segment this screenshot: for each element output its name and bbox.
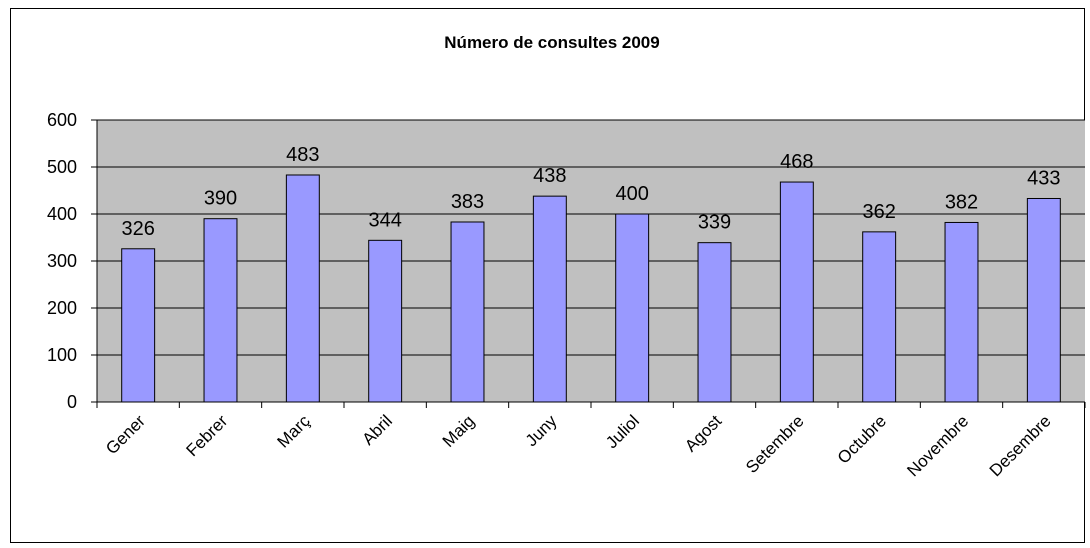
data-label: 400 xyxy=(615,183,648,205)
x-tick-label: Octubre xyxy=(834,411,890,467)
chart-title: Número de consultes 2009 xyxy=(444,33,659,52)
data-label: 483 xyxy=(286,144,319,166)
bar xyxy=(779,181,814,403)
y-tick-label: 400 xyxy=(47,204,77,224)
data-label: 344 xyxy=(368,209,401,231)
bar xyxy=(862,231,897,403)
data-labels: 326 390 483 344 383 438 400 339 468 362 382 433 xyxy=(121,144,1060,240)
y-tick-label: 600 xyxy=(47,110,77,130)
y-tick-label: 300 xyxy=(47,251,77,271)
x-tick-label: Gener xyxy=(102,411,149,458)
bar xyxy=(368,239,403,403)
data-label: 326 xyxy=(121,218,154,240)
bars xyxy=(121,174,1061,403)
bar xyxy=(450,221,485,403)
x-tick-label: Maig xyxy=(439,411,478,450)
bar xyxy=(121,248,156,403)
data-label: 468 xyxy=(780,151,813,173)
bar xyxy=(615,213,650,403)
x-tick-label: Novembre xyxy=(903,411,972,480)
bar xyxy=(697,242,732,403)
x-tick-label: Març xyxy=(274,411,315,452)
bar xyxy=(532,195,567,403)
x-tick-label: Agost xyxy=(681,411,725,455)
x-tick-label: Juny xyxy=(522,411,561,450)
data-label: 339 xyxy=(698,212,731,234)
bar xyxy=(285,174,320,403)
x-tick-label: Febrer xyxy=(182,411,231,460)
x-tick-label: Setembre xyxy=(742,411,808,477)
bar xyxy=(203,218,238,403)
y-tick-label: 100 xyxy=(47,345,77,365)
y-tick-label: 200 xyxy=(47,298,77,318)
axes: 0 100 200 300 400 500 600 xyxy=(47,110,1086,412)
data-label: 438 xyxy=(533,165,566,187)
y-tick-label: 500 xyxy=(47,157,77,177)
x-tick-label: Juliol xyxy=(602,411,643,452)
bar xyxy=(944,221,979,403)
data-label: 383 xyxy=(451,191,484,213)
gridlines xyxy=(97,119,1085,356)
x-tick-label: Abril xyxy=(359,411,396,448)
bar xyxy=(1026,197,1061,403)
data-label: 362 xyxy=(862,201,895,223)
data-label: 390 xyxy=(204,188,237,210)
y-tick-label: 0 xyxy=(67,392,77,412)
data-label: 433 xyxy=(1027,167,1060,189)
x-axis-labels: Gener Febrer Març Abril Maig Juny Juliol Agost S… xyxy=(102,411,1055,480)
data-label: 382 xyxy=(945,191,978,213)
x-tick-label: Desembre xyxy=(986,411,1055,480)
